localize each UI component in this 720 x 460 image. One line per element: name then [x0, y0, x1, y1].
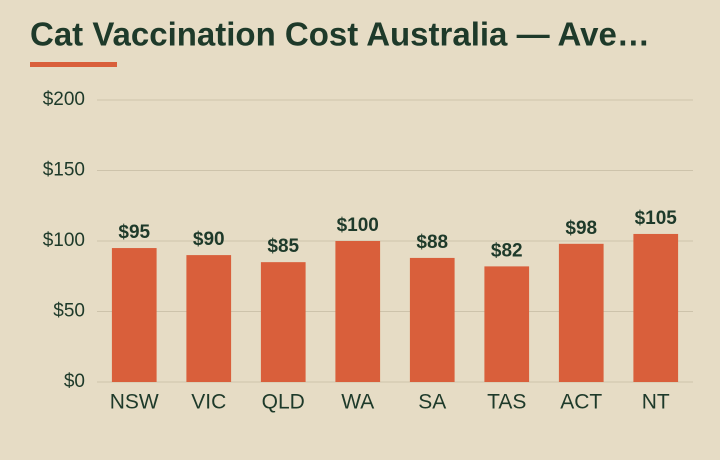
bar — [335, 241, 381, 382]
x-tick-label: ACT — [560, 391, 602, 414]
bar — [484, 266, 530, 382]
bar — [409, 257, 455, 382]
x-tick-label: VIC — [191, 391, 226, 414]
value-label: $82 — [491, 240, 523, 261]
y-tick-label: $50 — [53, 301, 85, 322]
x-tick-label: SA — [418, 391, 446, 414]
title-underline — [30, 62, 117, 67]
value-label: $105 — [635, 208, 678, 229]
value-label: $90 — [193, 229, 225, 250]
value-label: $88 — [416, 232, 448, 253]
y-tick-label: $200 — [43, 89, 85, 110]
x-tick-label: QLD — [262, 391, 305, 414]
bar — [186, 255, 232, 382]
y-tick-label: $100 — [43, 230, 85, 251]
bar — [633, 233, 679, 382]
value-label: $100 — [337, 215, 379, 236]
chart-title: Cat Vaccination Cost Australia — Ave… — [30, 16, 650, 53]
value-label: $98 — [565, 218, 597, 239]
bar — [111, 248, 157, 382]
y-tick-label: $0 — [64, 371, 85, 392]
x-tick-label: WA — [341, 391, 374, 414]
x-tick-label: NT — [642, 391, 670, 414]
bar — [558, 243, 604, 382]
x-tick-label: NSW — [110, 391, 159, 414]
y-tick-label: $150 — [43, 160, 85, 181]
value-label: $85 — [267, 236, 299, 257]
x-tick-label: TAS — [487, 391, 526, 414]
value-label: $95 — [118, 222, 150, 243]
bar — [260, 262, 306, 382]
